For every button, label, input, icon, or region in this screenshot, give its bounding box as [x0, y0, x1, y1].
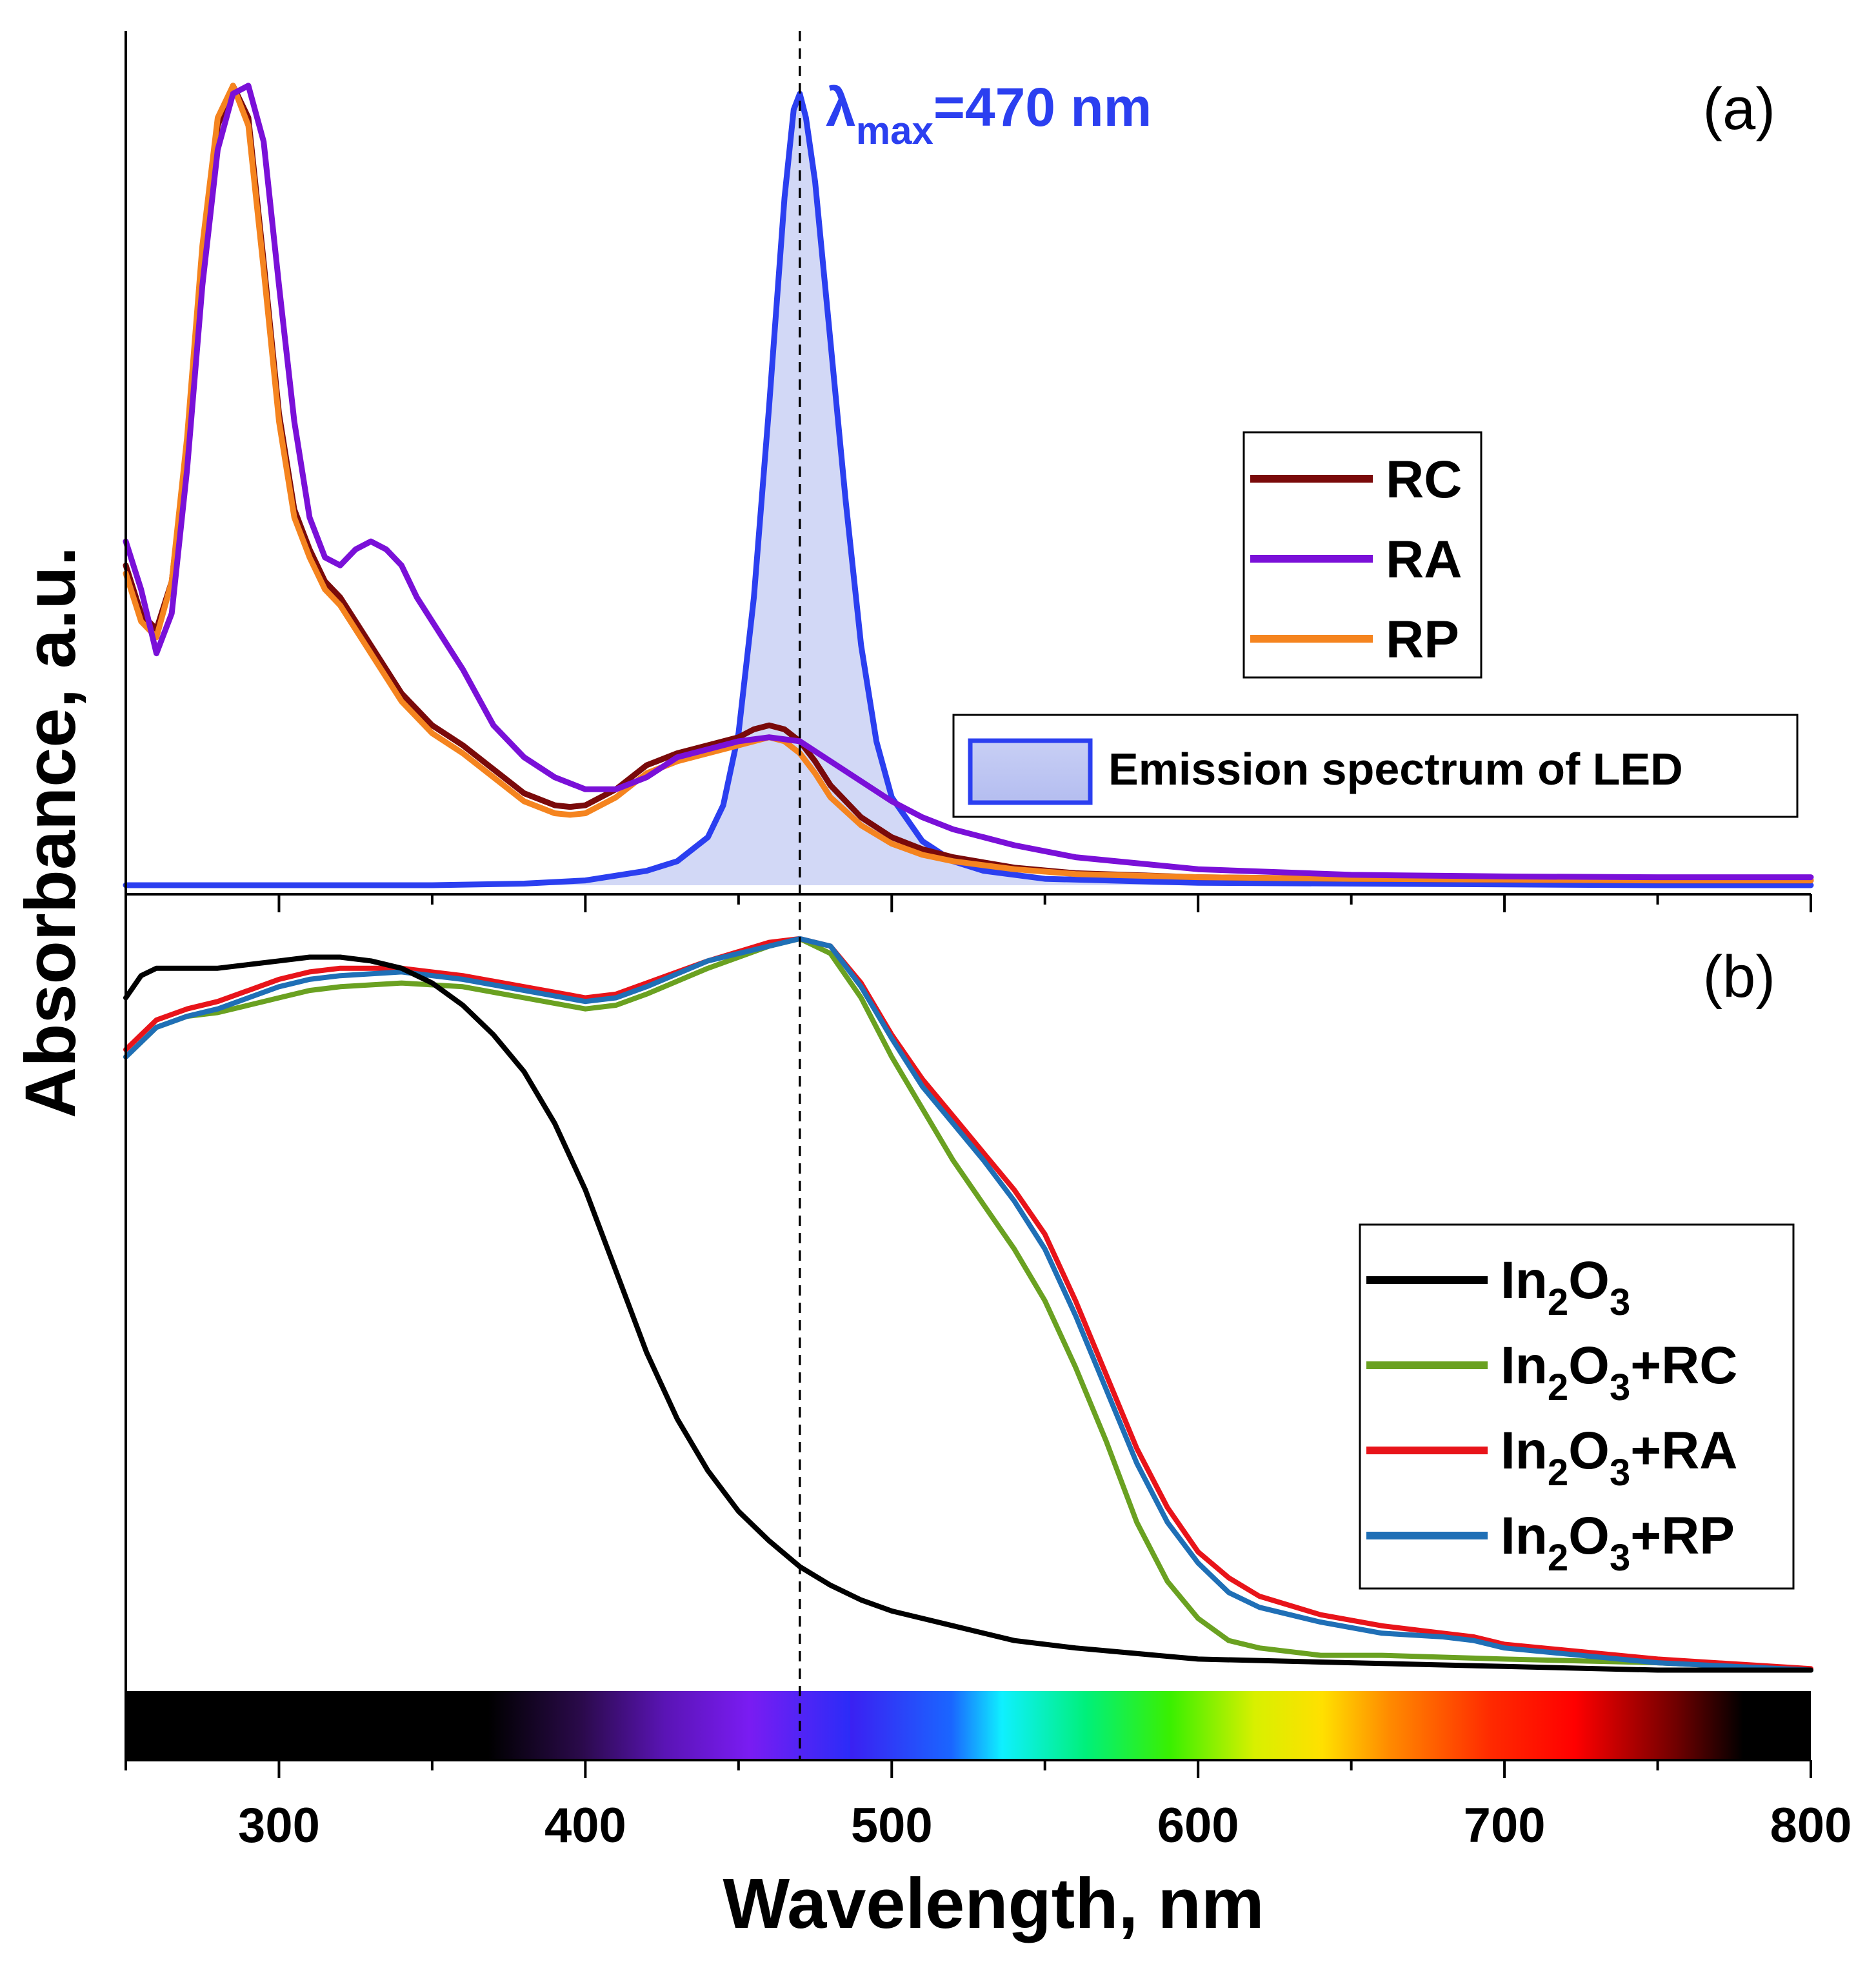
legend-label-in2o3-rp: In2O3+RP	[1501, 1507, 1735, 1579]
legend-b-frame	[1359, 1223, 1795, 1590]
legend-label-ra: RA	[1386, 530, 1462, 589]
lambda-symbol: λ	[826, 77, 856, 137]
legend-swatch-led	[968, 738, 1093, 805]
series-line-in2o3-rp	[123, 936, 1813, 1673]
lambda-subscript: max	[856, 109, 933, 152]
legend-label-rc: RC	[1386, 450, 1462, 509]
panel-b-series	[123, 936, 1813, 1673]
x-tick-label-400: 400	[544, 1798, 626, 1853]
legend-led-emission: Emission spectrum of LED	[952, 714, 1799, 818]
x-tick-label-500: 500	[851, 1798, 933, 1853]
series-line-in2o3	[123, 954, 1813, 1673]
legend-label-in2o3-ra: In2O3+RA	[1501, 1421, 1738, 1494]
legend-label-in2o3: In2O3	[1501, 1251, 1630, 1323]
legend-label-led: Emission spectrum of LED	[1108, 744, 1683, 794]
panel-a-series	[123, 83, 1814, 888]
x-tick-label-300: 300	[238, 1798, 320, 1853]
series-line-ra	[123, 83, 1814, 881]
series-line-rp	[123, 83, 1814, 884]
lambda-value: =470 nm	[933, 77, 1152, 137]
x-axis-ticks	[125, 894, 1812, 1778]
legend-led-frame	[952, 714, 1799, 818]
y-axis-title: Absorbance, a.u.	[11, 546, 90, 1118]
legend-panel-b: In2O3 In2O3+RC In2O3+RA In2O3+RP	[1359, 1223, 1795, 1590]
legend-panel-a: RC RA RP	[1242, 431, 1482, 679]
x-tick-label-800: 800	[1770, 1798, 1852, 1853]
panel-a-absorbance-dyes: (a) λmax=470 nm RC RA RP Emission spectr…	[123, 76, 1814, 888]
panel-a-label: (a)	[1703, 76, 1775, 142]
panel-b-absorbance-films: (b) In2O3 In2O3+RC In2O3+RA In2O3+RP	[123, 936, 1813, 1673]
x-axis-title: Wavelength, nm	[723, 1864, 1264, 1943]
series-line-in2o3-rc	[123, 936, 1813, 1673]
x-tick-label-700: 700	[1464, 1798, 1546, 1853]
x-tick-label-600: 600	[1157, 1798, 1239, 1853]
x-tick-labels: 300 400 500 600 700 800	[238, 1798, 1851, 1853]
visible-spectrum-bar	[126, 1691, 1811, 1760]
panel-b-label: (b)	[1703, 944, 1775, 1010]
legend-label-in2o3-rc: In2O3+RC	[1501, 1336, 1738, 1408]
lambda-max-annotation: λmax=470 nm	[826, 77, 1152, 152]
legend-label-rp: RP	[1386, 610, 1459, 669]
series-line-led-emission	[123, 90, 1814, 888]
